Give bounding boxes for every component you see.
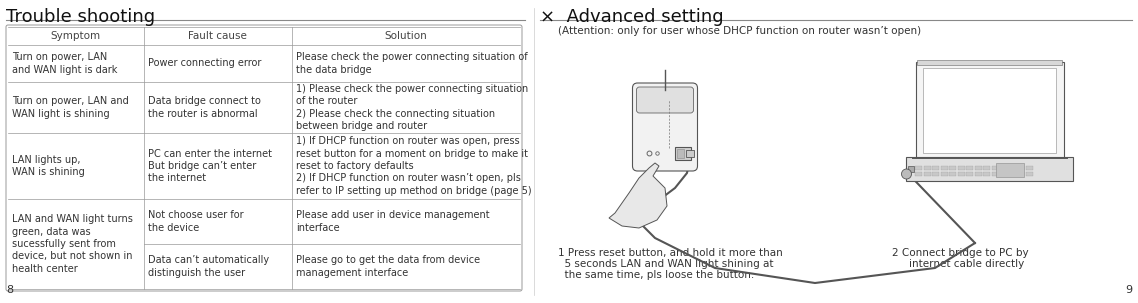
Text: 8: 8 xyxy=(6,285,14,295)
Text: Solution: Solution xyxy=(385,31,428,41)
Bar xyxy=(966,172,973,176)
Bar xyxy=(1026,166,1033,170)
Text: Fault cause: Fault cause xyxy=(189,31,247,41)
Text: Symptom: Symptom xyxy=(51,31,101,41)
Bar xyxy=(1009,172,1016,176)
Text: 2 Connect bridge to PC by: 2 Connect bridge to PC by xyxy=(892,248,1029,258)
FancyBboxPatch shape xyxy=(675,147,691,160)
Bar xyxy=(983,166,990,170)
Text: the same time, pls loose the button.: the same time, pls loose the button. xyxy=(558,270,754,280)
Bar xyxy=(1000,166,1007,170)
Text: 5 seconds LAN and WAN light shining at: 5 seconds LAN and WAN light shining at xyxy=(558,259,774,269)
Polygon shape xyxy=(609,163,667,228)
Text: Please add user in device management
interface: Please add user in device management int… xyxy=(296,210,489,233)
Text: Turn on power, LAN and
WAN light is shining: Turn on power, LAN and WAN light is shin… xyxy=(13,96,129,119)
Text: Data bridge connect to
the router is abnormal: Data bridge connect to the router is abn… xyxy=(148,96,261,119)
Text: PC can enter the internet
But bridge can’t enter
the internet: PC can enter the internet But bridge can… xyxy=(148,148,272,183)
Bar xyxy=(1017,172,1024,176)
Text: Turn on power, LAN
and WAN light is dark: Turn on power, LAN and WAN light is dark xyxy=(13,52,117,75)
Bar xyxy=(677,149,684,158)
FancyBboxPatch shape xyxy=(633,83,698,171)
Text: LAN lights up,
WAN is shining: LAN lights up, WAN is shining xyxy=(13,155,84,177)
Text: 1 Press reset button, and hold it more than: 1 Press reset button, and hold it more t… xyxy=(558,248,783,258)
Bar xyxy=(941,172,948,176)
Text: 1) Please check the power connecting situation
of the router
2) Please check the: 1) Please check the power connecting sit… xyxy=(296,84,528,131)
Bar xyxy=(949,172,957,176)
Bar xyxy=(1000,172,1007,176)
FancyBboxPatch shape xyxy=(907,157,1073,181)
FancyBboxPatch shape xyxy=(916,62,1064,159)
Bar xyxy=(996,163,1024,177)
Bar xyxy=(1009,166,1016,170)
Text: (Attention: only for user whose DHCP function on router wasn’t open): (Attention: only for user whose DHCP fun… xyxy=(558,26,921,36)
FancyBboxPatch shape xyxy=(6,25,522,291)
Bar xyxy=(949,166,957,170)
Text: Not choose user for
the device: Not choose user for the device xyxy=(148,210,244,233)
Bar xyxy=(915,172,923,176)
Bar xyxy=(975,172,982,176)
Text: Trouble shooting: Trouble shooting xyxy=(6,8,155,26)
Bar xyxy=(686,150,694,157)
Text: ×  Advanced setting: × Advanced setting xyxy=(541,8,724,26)
Bar xyxy=(983,172,990,176)
Bar xyxy=(941,166,948,170)
Bar xyxy=(924,172,931,176)
Bar xyxy=(966,166,973,170)
Bar xyxy=(992,166,999,170)
Bar xyxy=(992,172,999,176)
FancyBboxPatch shape xyxy=(636,87,693,113)
Text: Power connecting error: Power connecting error xyxy=(148,58,261,68)
Bar xyxy=(1017,166,1024,170)
Text: LAN and WAN light turns
green, data was
sucessfully sent from
device, but not sh: LAN and WAN light turns green, data was … xyxy=(13,214,133,274)
FancyBboxPatch shape xyxy=(924,68,1056,153)
Text: Please check the power connecting situation of
the data bridge: Please check the power connecting situat… xyxy=(296,52,528,75)
Text: internet cable directly: internet cable directly xyxy=(896,259,1024,269)
Bar xyxy=(915,166,923,170)
Text: 1) If DHCP function on router was open, press
reset button for a moment on bridg: 1) If DHCP function on router was open, … xyxy=(296,136,531,196)
Bar xyxy=(958,166,965,170)
Text: 9: 9 xyxy=(1124,285,1132,295)
Bar xyxy=(917,60,1063,65)
Bar xyxy=(932,166,940,170)
Text: Data can’t automatically
distinguish the user: Data can’t automatically distinguish the… xyxy=(148,255,269,278)
Bar xyxy=(924,166,931,170)
Circle shape xyxy=(901,169,912,179)
Text: Please go to get the data from device
management interface: Please go to get the data from device ma… xyxy=(296,255,480,278)
Bar xyxy=(908,166,915,172)
Bar xyxy=(1026,172,1033,176)
Bar xyxy=(932,172,940,176)
Bar xyxy=(975,166,982,170)
Bar xyxy=(958,172,965,176)
